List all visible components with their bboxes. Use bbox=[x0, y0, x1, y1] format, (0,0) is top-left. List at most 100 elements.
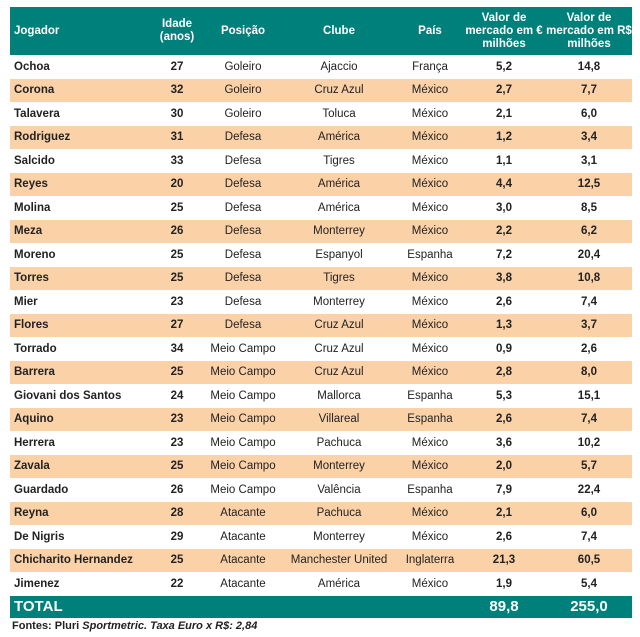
cell-eur: 4,4 bbox=[462, 172, 546, 196]
cell-country: México bbox=[398, 219, 462, 243]
cell-country: México bbox=[398, 313, 462, 337]
cell-country: México bbox=[398, 454, 462, 478]
cell-eur: 1,2 bbox=[462, 125, 546, 149]
cell-country: França bbox=[412, 60, 448, 73]
cell-position: Defesa bbox=[224, 201, 262, 214]
cell-player: Barrera bbox=[10, 360, 148, 384]
cell-position: Meio Campo bbox=[206, 454, 280, 478]
cell-player: Salcido bbox=[14, 154, 55, 167]
cell-eur: 3,8 bbox=[462, 266, 546, 290]
cell-age: 34 bbox=[170, 342, 184, 355]
cell-player: Giovani dos Santos bbox=[14, 389, 122, 402]
cell-position: Goleiro bbox=[206, 78, 280, 102]
cell-club: Villareal bbox=[280, 407, 398, 431]
table-row: Zavala 25 Meio Campo Monterrey México 2,0 5,7 bbox=[10, 454, 632, 478]
cell-brl: 7,7 bbox=[546, 78, 632, 102]
cell-country: México bbox=[398, 360, 462, 384]
market-value-table: Jogador Idade (anos) Posição Clube País … bbox=[10, 7, 632, 618]
cell-age: 23 bbox=[148, 407, 206, 431]
cell-player: Jimenez bbox=[14, 577, 60, 590]
cell-club: Cruz Azul bbox=[314, 342, 364, 355]
cell-position: Meio Campo bbox=[210, 483, 276, 496]
header-age: Idade (anos) bbox=[148, 7, 206, 55]
cell-club: Monterrey bbox=[280, 454, 398, 478]
cell-eur: 2,7 bbox=[462, 78, 546, 102]
cell-club: América bbox=[280, 172, 398, 196]
cell-eur: 2,6 bbox=[462, 407, 546, 431]
cell-brl: 3,7 bbox=[546, 313, 632, 337]
cell-club: Mallorca bbox=[317, 389, 361, 402]
cell-position: Defesa bbox=[224, 154, 262, 167]
cell-club: Tigres bbox=[323, 154, 355, 167]
cell-player: Aquino bbox=[10, 407, 148, 431]
cell-player: Talavera bbox=[14, 107, 60, 120]
cell-position: Meio Campo bbox=[210, 436, 276, 449]
cell-brl: 10,8 bbox=[546, 266, 632, 290]
cell-club: Valência bbox=[317, 483, 361, 496]
cell-country: México bbox=[411, 530, 449, 543]
table-row: Mier 23 Defesa Monterrey México 2,6 7,4 bbox=[10, 290, 632, 314]
source-detail: Sportmetric. Taxa Euro x R$: 2,84 bbox=[82, 620, 258, 632]
cell-brl: 2,6 bbox=[581, 342, 597, 355]
cell-age: 24 bbox=[170, 389, 184, 402]
table-row: Guardado 26 Meio Campo Valência Espanha 7,9 22… bbox=[10, 478, 632, 502]
cell-position: Goleiro bbox=[224, 107, 262, 120]
cell-position: Meio Campo bbox=[210, 389, 276, 402]
cell-player: De Nigris bbox=[14, 530, 65, 543]
table-row: Aquino 23 Meio Campo Villareal Espanha 2,6 7,4 bbox=[10, 407, 632, 431]
cell-age: 27 bbox=[170, 60, 184, 73]
cell-age: 25 bbox=[170, 248, 184, 261]
cell-brl: 20,4 bbox=[577, 248, 601, 261]
cell-player: Rodriguez bbox=[10, 125, 148, 149]
cell-player: Herrera bbox=[14, 436, 55, 449]
table-row: Chicharito Hernandez 25 Atacante Manchester… bbox=[10, 548, 632, 572]
cell-player: Zavala bbox=[10, 454, 148, 478]
cell-age: 22 bbox=[170, 577, 184, 590]
cell-age: 23 bbox=[170, 436, 184, 449]
cell-club: América bbox=[280, 125, 398, 149]
cell-brl: 7,4 bbox=[581, 295, 597, 308]
cell-eur: 2,6 bbox=[496, 295, 512, 308]
cell-brl: 5,7 bbox=[546, 454, 632, 478]
cell-player: Mier bbox=[14, 295, 38, 308]
header-player: Jogador bbox=[10, 7, 148, 55]
cell-position: Atacante bbox=[220, 577, 266, 590]
table-row: Rodriguez 31 Defesa América México 1,2 3,4 bbox=[10, 125, 632, 149]
cell-position: Defesa bbox=[206, 219, 280, 243]
cell-age: 26 bbox=[148, 219, 206, 243]
cell-country: México bbox=[411, 436, 449, 449]
table-row: Jimenez 22 Atacante América México 1,9 5,4 bbox=[10, 572, 632, 596]
cell-eur: 1,1 bbox=[496, 154, 512, 167]
table-row: Torres 25 Defesa Tigres México 3,8 10,8 bbox=[10, 266, 632, 290]
total-row: TOTAL 89,8 255,0 bbox=[10, 595, 632, 618]
total-brl: 255,0 bbox=[546, 595, 632, 618]
cell-age: 28 bbox=[148, 501, 206, 525]
cell-position: Defesa bbox=[206, 172, 280, 196]
cell-brl: 6,2 bbox=[546, 219, 632, 243]
cell-club: América bbox=[317, 201, 361, 214]
total-label: TOTAL bbox=[10, 595, 148, 618]
cell-brl: 14,8 bbox=[577, 60, 601, 73]
cell-player: Reyes bbox=[10, 172, 148, 196]
cell-country: Espanha bbox=[407, 389, 453, 402]
cell-age: 30 bbox=[170, 107, 184, 120]
cell-country: Espanha bbox=[407, 248, 453, 261]
cell-country: México bbox=[411, 154, 449, 167]
table-row: Reyes 20 Defesa América México 4,4 12,5 bbox=[10, 172, 632, 196]
cell-country: México bbox=[398, 266, 462, 290]
cell-country: Espanha bbox=[407, 483, 453, 496]
cell-club: Cruz Azul bbox=[280, 360, 398, 384]
cell-eur: 2,0 bbox=[462, 454, 546, 478]
cell-country: México bbox=[398, 172, 462, 196]
cell-age: 25 bbox=[148, 454, 206, 478]
cell-eur: 21,3 bbox=[462, 548, 546, 572]
header-position: Posição bbox=[206, 7, 280, 55]
table-row: Reyna 28 Atacante Pachuca México 2,1 6,0 bbox=[10, 501, 632, 525]
cell-country: México bbox=[411, 577, 449, 590]
cell-player: Ochoa bbox=[14, 60, 50, 73]
cell-club: Espanyol bbox=[315, 248, 363, 261]
cell-eur: 2,1 bbox=[462, 501, 546, 525]
cell-country: México bbox=[398, 125, 462, 149]
cell-player: Moreno bbox=[14, 248, 56, 261]
cell-club: América bbox=[317, 577, 361, 590]
